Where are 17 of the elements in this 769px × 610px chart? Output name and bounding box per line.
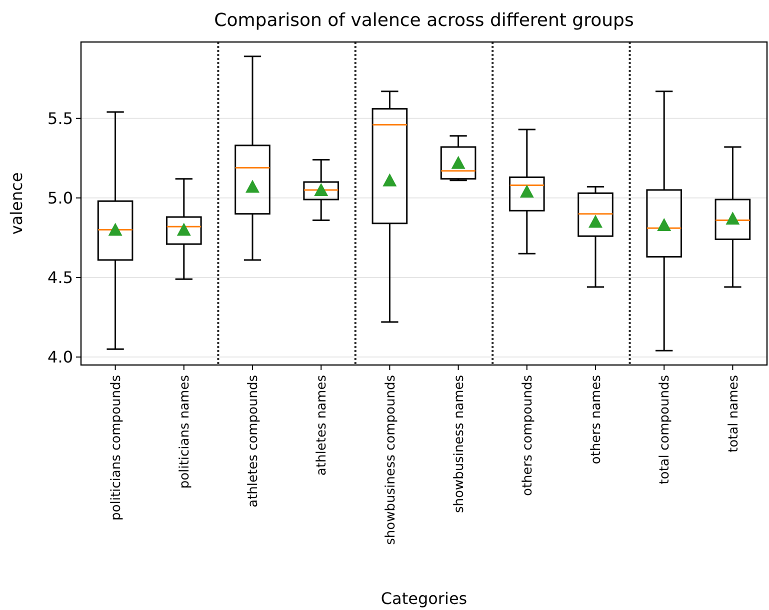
x-tick-label: showbusiness compounds	[383, 374, 398, 545]
x-tick-label: showbusiness names	[452, 374, 467, 514]
chart-title: Comparison of valence across different groups	[214, 10, 634, 31]
x-tick-label: others compounds	[520, 374, 536, 496]
x-tick-label: politicians compounds	[108, 374, 124, 520]
x-tick-label: athletes names	[314, 374, 330, 476]
y-tick-label: 4.5	[48, 268, 73, 288]
y-tick-label: 5.0	[48, 188, 73, 208]
y-axis-title: valence	[7, 172, 26, 235]
x-tick-label: total names	[726, 374, 742, 452]
y-tick-label: 4.0	[48, 348, 73, 367]
x-tick-label: athletes compounds	[246, 374, 262, 508]
x-tick-label: total compounds	[658, 374, 673, 484]
y-tick-label: 5.5	[48, 108, 73, 128]
x-axis-title: Categories	[380, 589, 468, 608]
x-tick-label: others names	[589, 374, 604, 464]
x-tick-label: politicians names	[177, 374, 192, 489]
